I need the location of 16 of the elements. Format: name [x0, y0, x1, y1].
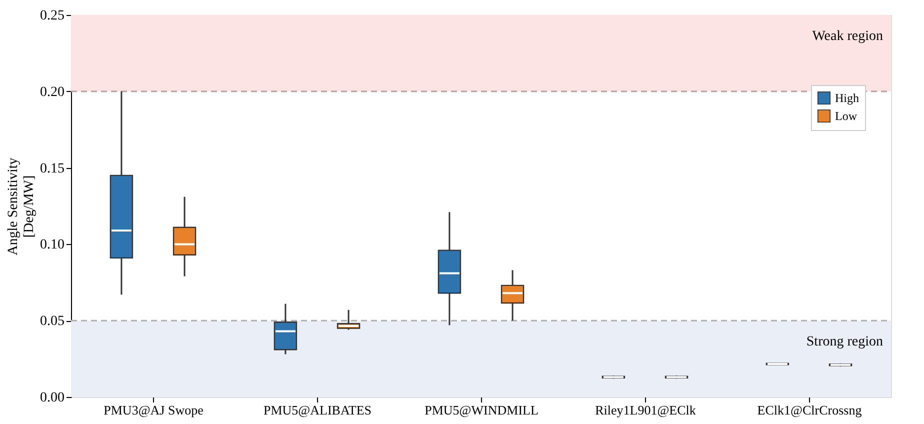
legend-label: High	[835, 91, 859, 105]
y-tick-label: 0.05	[40, 314, 64, 330]
legend-label: Low	[835, 109, 858, 123]
band-label: Weak region	[812, 29, 883, 44]
band-label: Strong region	[806, 334, 883, 350]
x-tick-label: PMU3@AJ Swope	[104, 402, 204, 418]
x-tick-label: Riley1L901@EClk	[595, 402, 696, 418]
x-tick-label: PMU5@ALIBATES	[263, 402, 372, 418]
y-tick-label: 0.20	[40, 84, 64, 100]
y-tick-label: 0.15	[40, 161, 64, 176]
y-tick-label: 0.25	[40, 8, 64, 24]
y-tick-label: 0.10	[40, 238, 64, 253]
x-tick-label: PMU5@WINDMILL	[424, 402, 538, 418]
y-axis-title: Angle Sensitivity [Deg/MW]	[6, 158, 37, 256]
x-tick-label: EClk1@ClrCrossng	[757, 402, 862, 418]
y-tick-label: 0.00	[40, 390, 64, 406]
